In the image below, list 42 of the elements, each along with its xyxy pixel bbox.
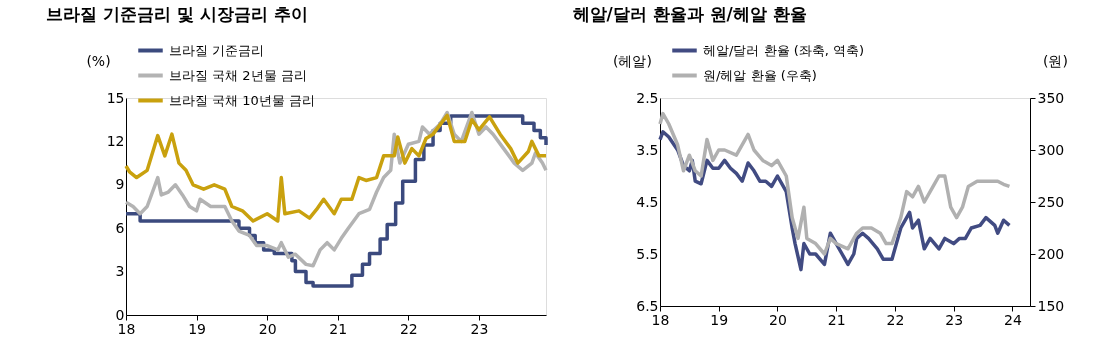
y-tick-label: 2.5 xyxy=(636,89,659,106)
x-tick-label: 20 xyxy=(769,311,787,328)
legend-label: 브라질 기준금리 xyxy=(169,42,265,58)
y-tick-label: 9 xyxy=(115,176,125,193)
y-tick-label: 6.5 xyxy=(636,297,659,314)
y-tick-label: 15 xyxy=(106,89,125,106)
y2-tick-label: 350 xyxy=(1037,89,1065,106)
y2-tick-label: 200 xyxy=(1037,245,1065,262)
legend-label: 헤알/달러 환율 (좌축, 역축) xyxy=(703,42,865,58)
y-tick-label: 12 xyxy=(106,132,125,149)
x-tick-label: 24 xyxy=(1003,311,1022,328)
y-axis-title: (%) xyxy=(86,52,111,69)
x-tick-label: 21 xyxy=(329,320,348,337)
x-tick-label: 23 xyxy=(945,311,964,328)
y2-tick-label: 250 xyxy=(1037,193,1065,210)
y2-tick-label: 300 xyxy=(1037,141,1065,158)
legend-label: 브라질 국채 10년물 금리 xyxy=(169,92,315,108)
y-tick-label: 5.5 xyxy=(636,245,659,262)
x-tick-label: 18 xyxy=(651,311,670,328)
y-tick-label: 3.5 xyxy=(636,141,659,158)
x-tick-label: 18 xyxy=(117,320,136,337)
y2-tick-label: 150 xyxy=(1037,297,1065,314)
x-tick-label: 22 xyxy=(886,311,905,328)
line-series xyxy=(658,130,1012,272)
line-series xyxy=(658,111,1012,256)
chart-title: 브라질 기준금리 및 시장금리 추이 xyxy=(45,4,308,24)
y-tick-label: 4.5 xyxy=(636,193,659,210)
x-tick-label: 20 xyxy=(258,320,277,337)
x-tick-label: 19 xyxy=(710,311,729,328)
x-tick-label: 23 xyxy=(470,320,489,337)
y-tick-label: 6 xyxy=(115,219,125,236)
x-tick-label: 21 xyxy=(827,311,846,328)
legend-label: 원/헤알 환율 (우축) xyxy=(703,67,817,83)
x-tick-label: 22 xyxy=(399,320,418,337)
line-series xyxy=(124,113,548,223)
y-axis-title: (헤알) xyxy=(613,52,652,69)
chart-title: 헤알/달러 환율과 원/헤알 환율 xyxy=(572,4,807,24)
y-tick-label: 3 xyxy=(115,263,125,280)
x-tick-label: 19 xyxy=(188,320,206,337)
y-tick-label: 0 xyxy=(115,306,125,323)
y2-axis-title: (원) xyxy=(1043,52,1068,69)
legend-label: 브라질 국채 2년물 금리 xyxy=(169,67,307,83)
